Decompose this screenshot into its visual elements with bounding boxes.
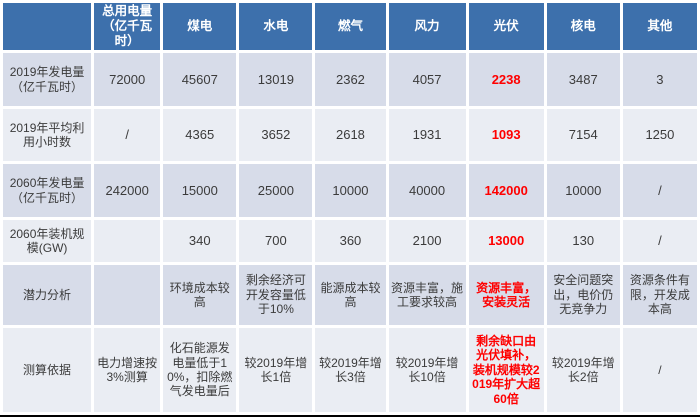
table-cell: 10000 <box>546 164 620 217</box>
row-label: 2019年平均利用小时数 <box>3 109 92 161</box>
table-cell: 能源成本较高 <box>315 265 386 325</box>
row-potential-analysis: 潜力分析 环境成本较高 剩余经济可开发容量低于10% 能源成本较高 资源丰富，施… <box>3 265 697 325</box>
header-row: 总用电量（亿千瓦时） 煤电 水电 燃气 风力 光伏 核电 其他 <box>3 3 697 50</box>
table-cell: 1931 <box>388 109 466 161</box>
table-cell: 剩余经济可开发容量低于10% <box>239 265 313 325</box>
col-header-hydro: 水电 <box>239 3 313 50</box>
table-cell <box>94 265 161 325</box>
col-header-other: 其他 <box>622 3 697 50</box>
table-cell: 4057 <box>388 53 466 106</box>
table-cell: 2618 <box>315 109 386 161</box>
table-cell <box>94 220 161 262</box>
table-cell: 45607 <box>163 53 237 106</box>
table-cell-highlight: 1093 <box>468 109 544 161</box>
table-cell: 7154 <box>546 109 620 161</box>
row-label: 测算依据 <box>3 328 92 412</box>
table-cell: 700 <box>239 220 313 262</box>
col-header-wind: 风力 <box>388 3 466 50</box>
row-2019-utilization-hours: 2019年平均利用小时数 / 4365 3652 2618 1931 1093 … <box>3 109 697 161</box>
table-cell-highlight: 13000 <box>468 220 544 262</box>
table-cell: 资源丰富，施工要求较高 <box>388 265 466 325</box>
table-cell: 安全问题突出，电价仍无竞争力 <box>546 265 620 325</box>
table-cell: 13019 <box>239 53 313 106</box>
col-header-blank <box>3 3 92 50</box>
table-cell: 3487 <box>546 53 620 106</box>
table-cell: 3 <box>622 53 697 106</box>
table-cell-highlight: 资源丰富，安装灵活 <box>468 265 544 325</box>
col-header-solar: 光伏 <box>468 3 544 50</box>
table-cell: 15000 <box>163 164 237 217</box>
table-cell-highlight: 剩余缺口由光伏填补，装机规模较2019年扩大超60倍 <box>468 328 544 412</box>
table-cell-highlight: 2238 <box>468 53 544 106</box>
table-cell: 电力增速按3%测算 <box>94 328 161 412</box>
table-cell: 较2019年增长2倍 <box>546 328 620 412</box>
table-cell-highlight: 142000 <box>468 164 544 217</box>
table-cell: 2100 <box>388 220 466 262</box>
table-cell: / <box>622 164 697 217</box>
table-cell: / <box>622 328 697 412</box>
table-cell: / <box>622 220 697 262</box>
table-cell: 40000 <box>388 164 466 217</box>
row-2060-generation: 2060年发电量（亿千瓦时） 242000 15000 25000 10000 … <box>3 164 697 217</box>
col-header-gas: 燃气 <box>315 3 386 50</box>
table-cell: 2362 <box>315 53 386 106</box>
table-cell: 较2019年增长10倍 <box>388 328 466 412</box>
table-header: 总用电量（亿千瓦时） 煤电 水电 燃气 风力 光伏 核电 其他 <box>3 3 697 50</box>
table-cell: 340 <box>163 220 237 262</box>
table-cell: 4365 <box>163 109 237 161</box>
table-cell: 1250 <box>622 109 697 161</box>
row-label: 2019年发电量（亿千瓦时） <box>3 53 92 106</box>
row-2060-capacity: 2060年装机规模(GW) 340 700 360 2100 13000 130… <box>3 220 697 262</box>
table-cell: / <box>94 109 161 161</box>
table-cell: 72000 <box>94 53 161 106</box>
table-cell: 化石能源发电量低于10%，扣除燃气发电量后 <box>163 328 237 412</box>
table-cell: 资源条件有限，开发成本高 <box>622 265 697 325</box>
row-label: 2060年装机规模(GW) <box>3 220 92 262</box>
table-cell: 10000 <box>315 164 386 217</box>
col-header-total-electricity: 总用电量（亿千瓦时） <box>94 3 161 50</box>
row-calculation-basis: 测算依据 电力增速按3%测算 化石能源发电量低于10%，扣除燃气发电量后 较20… <box>3 328 697 412</box>
col-header-coal: 煤电 <box>163 3 237 50</box>
bottom-divider <box>0 415 700 417</box>
table-cell: 较2019年增长3倍 <box>315 328 386 412</box>
table-body: 2019年发电量（亿千瓦时） 72000 45607 13019 2362 40… <box>3 53 697 412</box>
table-cell: 242000 <box>94 164 161 217</box>
table-cell: 25000 <box>239 164 313 217</box>
row-label: 2060年发电量（亿千瓦时） <box>3 164 92 217</box>
col-header-nuclear: 核电 <box>546 3 620 50</box>
row-2019-generation: 2019年发电量（亿千瓦时） 72000 45607 13019 2362 40… <box>3 53 697 106</box>
table-cell: 环境成本较高 <box>163 265 237 325</box>
table-cell: 3652 <box>239 109 313 161</box>
table-cell: 130 <box>546 220 620 262</box>
table-cell: 360 <box>315 220 386 262</box>
row-label: 潜力分析 <box>3 265 92 325</box>
table-cell: 较2019年增长1倍 <box>239 328 313 412</box>
